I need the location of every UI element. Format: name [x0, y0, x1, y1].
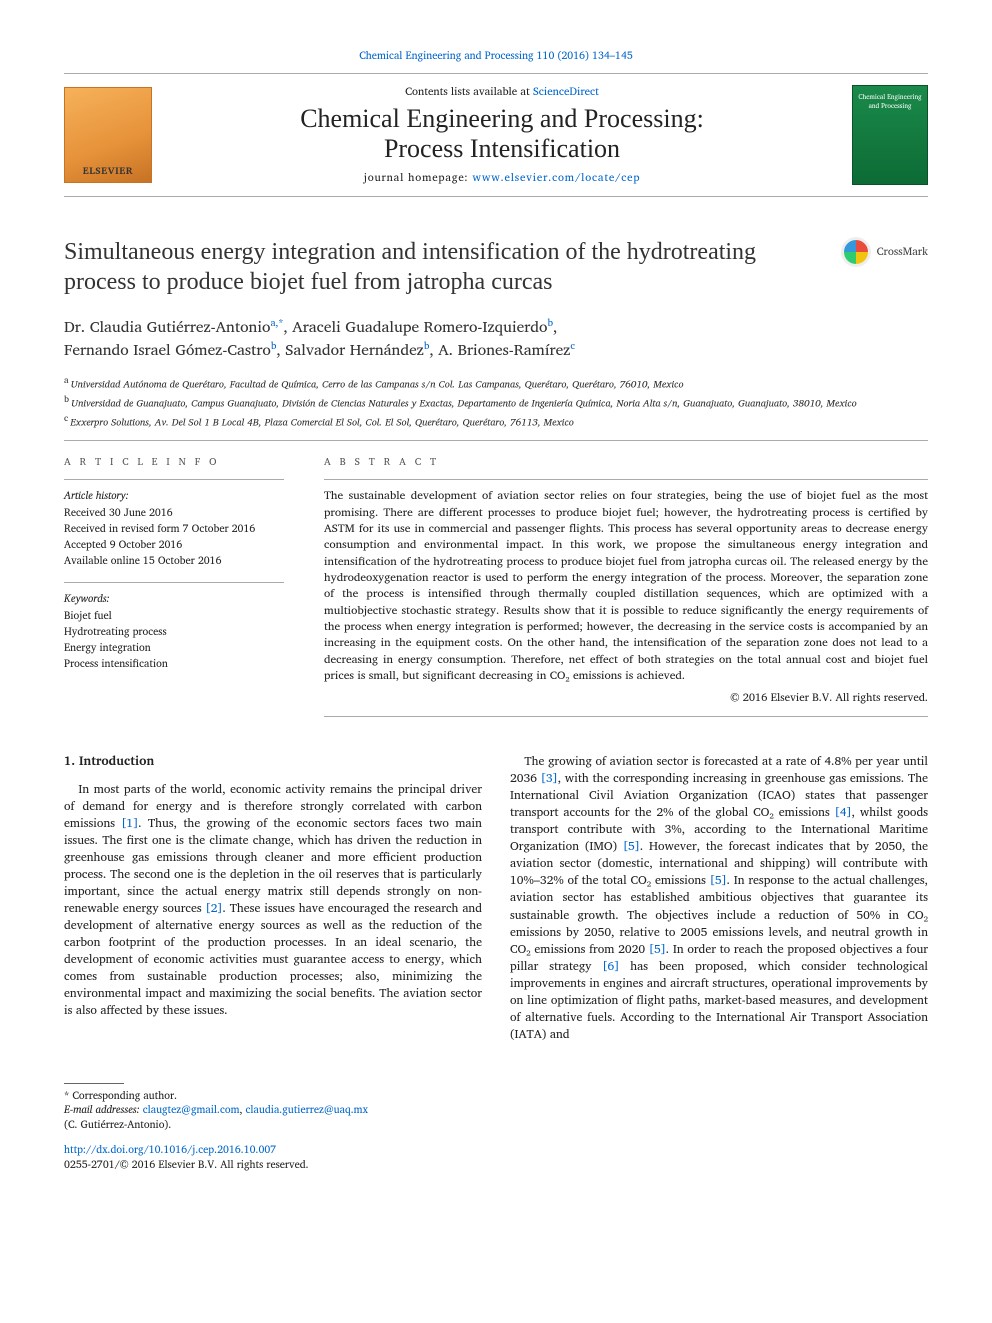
title-block: CrossMark Simultaneous energy integratio… [64, 237, 928, 297]
citation-link[interactable]: [4] [835, 803, 852, 822]
citation-link[interactable]: [1] [121, 814, 138, 833]
history-line: Received in revised form 7 October 2016 [64, 521, 284, 536]
body-paragraph: The growing of aviation sector is foreca… [510, 753, 928, 1043]
doi-block: http://dx.doi.org/10.1016/j.cep.2016.10.… [64, 1142, 464, 1171]
top-citation-link[interactable]: Chemical Engineering and Processing 110 … [359, 46, 633, 64]
contents-available-line: Contents lists available at ScienceDirec… [168, 84, 836, 100]
journal-masthead: ELSEVIER Contents lists available at Sci… [64, 73, 928, 197]
section-heading: 1. Introduction [64, 753, 482, 771]
affiliation: cExxerpro Solutions, Av. Del Sol 1 B Loc… [64, 411, 928, 430]
author: Fernando Israel Gómez-Castrob [64, 336, 276, 362]
contents-prefix: Contents lists available at [405, 82, 533, 100]
author-marks: b [271, 338, 277, 354]
email-attribution: (C. Gutiérrez-Antonio). [64, 1117, 464, 1132]
author-name: A. Briones-Ramírez [438, 336, 570, 362]
keywords-block: Keywords: Biojet fuel Hydrotreating proc… [64, 582, 284, 671]
history-line: Accepted 9 October 2016 [64, 537, 284, 552]
history-line: Available online 15 October 2016 [64, 553, 284, 568]
citation-link[interactable]: [6] [602, 957, 619, 976]
citation-link[interactable]: [5] [710, 871, 727, 890]
history-line: Received 30 June 2016 [64, 505, 284, 520]
citation-link[interactable]: [3] [541, 769, 558, 788]
footnote-rule [64, 1083, 124, 1084]
abstract-copyright: © 2016 Elsevier B.V. All rights reserved… [324, 690, 928, 706]
author-marks: c [570, 338, 575, 354]
affiliation: bUniversidad de Guanajuato, Campus Guana… [64, 392, 928, 411]
affiliation-text: Universidad de Guanajuato, Campus Guanaj… [71, 396, 857, 412]
journal-homepage-prefix: journal homepage: [364, 168, 473, 186]
article-info-heading: A R T I C L E I N F O [64, 455, 284, 470]
crossmark-label: CrossMark [877, 244, 928, 260]
affiliations: aUniversidad Autónoma de Querétaro, Facu… [64, 373, 928, 429]
crossmark-icon [841, 237, 871, 267]
keywords-label: Keywords: [64, 591, 284, 606]
author: A. Briones-Ramírezc [438, 336, 575, 362]
top-citation-line: Chemical Engineering and Processing 110 … [64, 48, 928, 63]
author-marks: b [424, 338, 430, 354]
journal-homepage-link[interactable]: www.elsevier.com/locate/cep [472, 168, 640, 186]
author-name: Dr. Claudia Gutiérrez-Antonio [64, 313, 270, 339]
journal-title-line2: Process Intensification [384, 134, 620, 163]
abstract-bottom-rule [324, 716, 928, 717]
abstract-heading: A B S T R A C T [324, 455, 928, 470]
elsevier-logo[interactable]: ELSEVIER [64, 87, 152, 183]
author: Salvador Hernándezb [285, 336, 429, 362]
affiliation-text: Exxerpro Solutions, Av. Del Sol 1 B Loca… [70, 414, 574, 430]
author-name: Araceli Guadalupe Romero-Izquierdo [292, 313, 547, 339]
info-abstract-row: A R T I C L E I N F O Article history: R… [64, 455, 928, 717]
footnotes: * Corresponding author. E-mail addresses… [64, 1083, 464, 1171]
sciencedirect-link[interactable]: ScienceDirect [533, 82, 599, 100]
elsevier-logo-label: ELSEVIER [83, 164, 134, 179]
article-history: Article history: Received 30 June 2016 R… [64, 479, 284, 568]
author: Dr. Claudia Gutiérrez-Antonioa,* [64, 313, 283, 339]
author-name: Fernando Israel Gómez-Castro [64, 336, 271, 362]
journal-homepage-line: journal homepage: www.elsevier.com/locat… [168, 170, 836, 186]
affiliation-text: Universidad Autónoma de Querétaro, Facul… [71, 377, 684, 393]
masthead-center: Contents lists available at ScienceDirec… [168, 84, 836, 186]
citation-link[interactable]: [2] [206, 899, 223, 918]
affiliation: aUniversidad Autónoma de Querétaro, Facu… [64, 373, 928, 392]
author-marks: a,* [270, 315, 283, 331]
affiliation-mark: c [64, 410, 68, 425]
author-email-link[interactable]: claudia.gutierrez@uaq.mx [246, 1100, 368, 1118]
citation-link[interactable]: [5] [649, 940, 666, 959]
article-history-label: Article history: [64, 488, 284, 503]
journal-cover-thumbnail[interactable]: Chemical Engineering and Processing [852, 85, 928, 185]
journal-title-line1: Chemical Engineering and Processing: [300, 104, 704, 133]
keyword: Process intensification [64, 656, 284, 671]
author-list: Dr. Claudia Gutiérrez-Antonioa,*, Aracel… [64, 315, 928, 362]
journal-cover-text: Chemical Engineering and Processing [857, 92, 923, 111]
body-paragraph: In most parts of the world, economic act… [64, 781, 482, 1019]
author-name: Salvador Hernández [285, 336, 424, 362]
article-title: Simultaneous energy integration and inte… [64, 237, 824, 297]
separator-rule [64, 440, 928, 441]
keyword: Hydrotreating process [64, 624, 284, 639]
keyword: Biojet fuel [64, 608, 284, 623]
abstract-body: The sustainable development of aviation … [324, 479, 928, 684]
journal-title: Chemical Engineering and Processing: Pro… [168, 104, 836, 164]
author: Araceli Guadalupe Romero-Izquierdob [292, 313, 553, 339]
affiliation-mark: a [64, 372, 69, 387]
article-body: 1. Introduction In most parts of the wor… [64, 753, 928, 1043]
affiliation-mark: b [64, 391, 69, 406]
article-info: A R T I C L E I N F O Article history: R… [64, 455, 284, 717]
author-marks: b [547, 315, 553, 331]
crossmark-widget[interactable]: CrossMark [841, 237, 928, 267]
citation-link[interactable]: [5] [623, 837, 640, 856]
keyword: Energy integration [64, 640, 284, 655]
issn-copyright-line: 0255-2701/© 2016 Elsevier B.V. All right… [64, 1155, 309, 1173]
abstract: A B S T R A C T The sustainable developm… [324, 455, 928, 717]
